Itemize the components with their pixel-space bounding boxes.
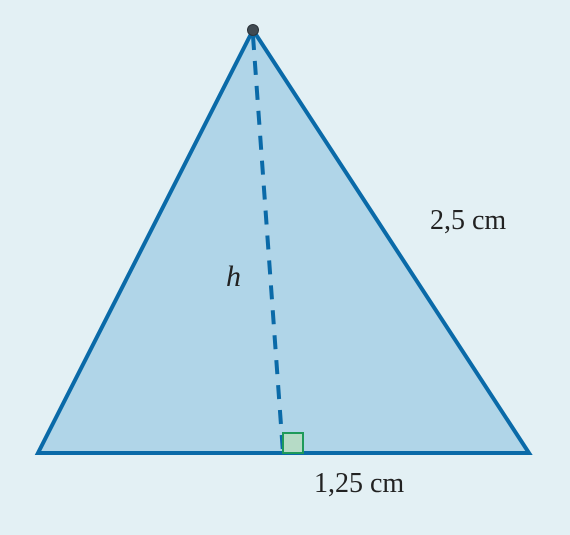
geometry-diagram: h 2,5 cm 1,25 cm — [0, 0, 570, 535]
label-half-base: 1,25 cm — [314, 468, 404, 500]
triangle-svg — [0, 0, 570, 535]
label-height: h — [226, 260, 241, 294]
label-hypotenuse: 2,5 cm — [430, 205, 506, 237]
